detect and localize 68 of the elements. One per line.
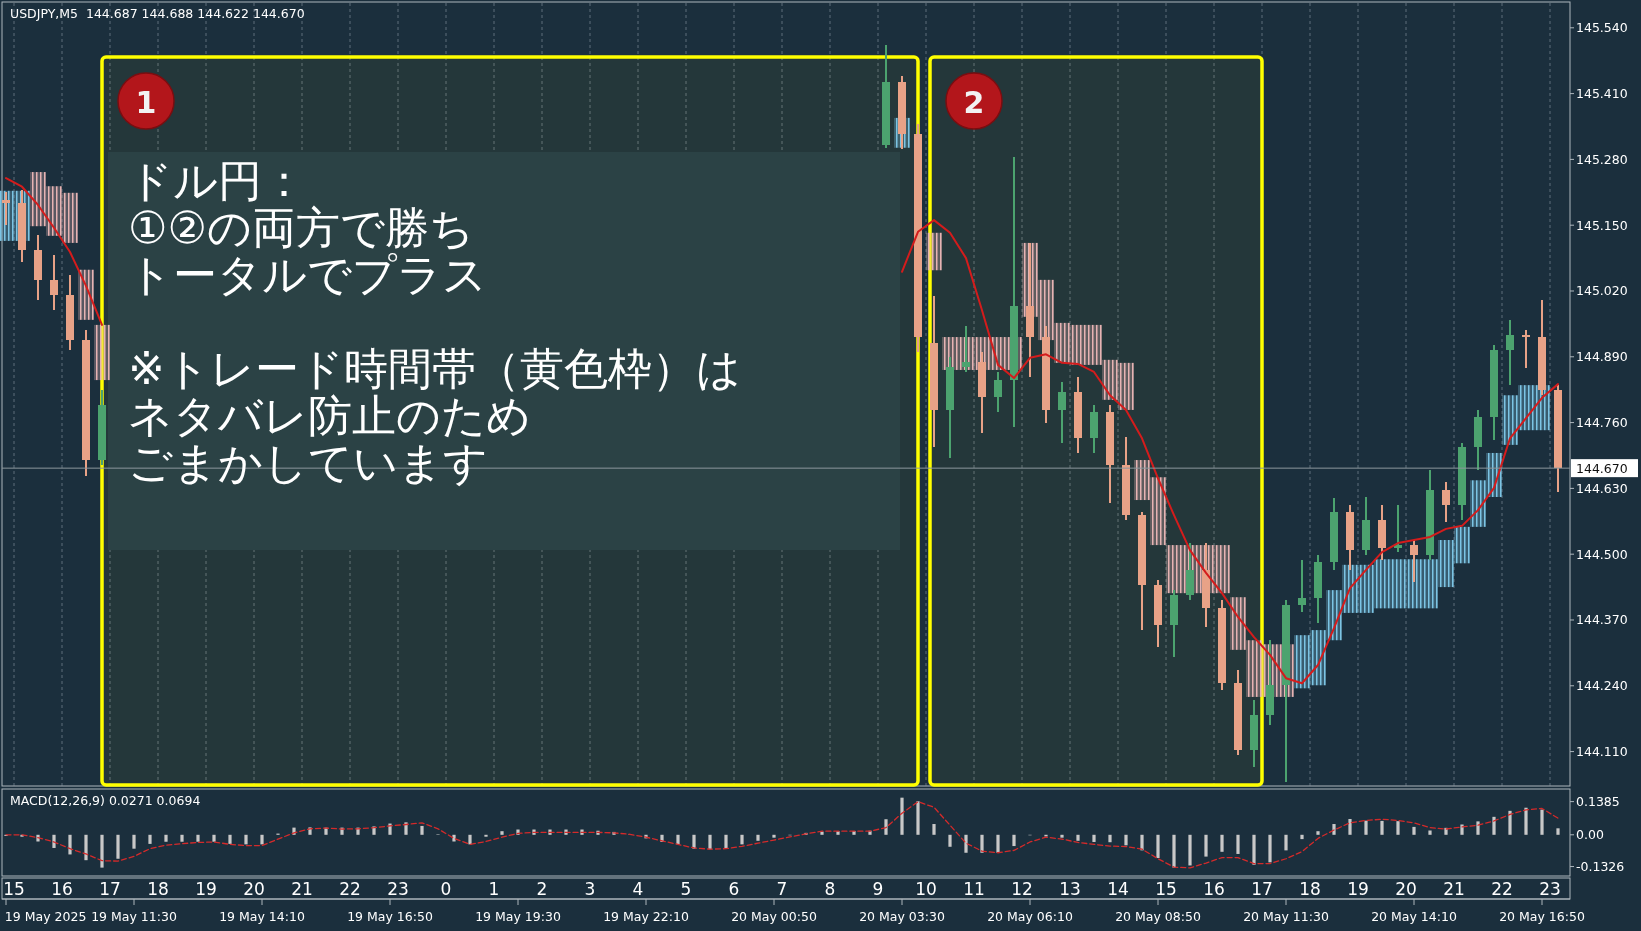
x-tick-label: 21 xyxy=(1443,879,1465,899)
y-tick-label: 144.370 xyxy=(1576,612,1628,628)
y-tick-label: 144.110 xyxy=(1576,744,1628,760)
y-tick-label: -0.1326 xyxy=(1576,859,1625,875)
x-tick-label: 7 xyxy=(776,879,788,899)
y-tick-label: 144.890 xyxy=(1576,349,1628,365)
y-tick-label: 145.020 xyxy=(1576,283,1628,299)
y-tick-label: 144.760 xyxy=(1576,415,1628,431)
x-tick-label: 2 xyxy=(536,879,548,899)
annotation: ごまかしています xyxy=(128,437,488,488)
x-tick-label: 22 xyxy=(1491,879,1513,899)
x-tick-label: 16 xyxy=(51,879,73,899)
ref-line-label: 144.670 xyxy=(1576,460,1628,476)
band-label: 2 xyxy=(963,84,985,120)
x-tick-label: 20 xyxy=(1395,879,1417,899)
x-tick-label: 17 xyxy=(1251,879,1273,899)
x2-tick-label: 20 May 06:10 xyxy=(987,909,1073,924)
y-tick-label: 145.540 xyxy=(1576,20,1628,36)
x-tick-label: 14 xyxy=(1107,879,1129,899)
x-tick-label: 4 xyxy=(632,879,644,899)
y-tick-label: 144.240 xyxy=(1576,678,1628,694)
x-tick-label: 0 xyxy=(440,879,452,899)
x-tick-label: 15 xyxy=(1155,879,1177,899)
y-tick-label: 144.630 xyxy=(1576,480,1628,496)
x-tick-label: 12 xyxy=(1011,879,1033,899)
x-tick-label: 19 xyxy=(1347,879,1369,899)
y-tick-label: 144.500 xyxy=(1576,546,1628,562)
x-tick-label: 16 xyxy=(1203,879,1225,899)
x-tick-label: 9 xyxy=(872,879,884,899)
x-tick-label: 22 xyxy=(339,879,361,899)
x2-tick-label: 20 May 00:50 xyxy=(731,909,817,924)
y-tick-label: 0.00 xyxy=(1576,827,1604,843)
x-tick-label: 13 xyxy=(1059,879,1081,899)
x-tick-label: 23 xyxy=(1539,879,1561,899)
x-tick-label: 18 xyxy=(147,879,169,899)
x-tick-label: 19 xyxy=(195,879,217,899)
x-tick-label: 11 xyxy=(963,879,985,899)
x-tick-label: 15 xyxy=(3,879,25,899)
y-tick-label: 145.150 xyxy=(1576,217,1628,233)
x2-tick-label: 20 May 08:50 xyxy=(1115,909,1201,924)
x2-tick-label: 19 May 22:10 xyxy=(603,909,689,924)
chart-title: MACD(12,26,9) 0.0271 0.0694 xyxy=(10,793,201,808)
x-tick-label: 18 xyxy=(1299,879,1321,899)
x2-tick-label: 19 May 11:30 xyxy=(91,909,177,924)
annotation: ※トレード時間帯（黄色枠）は xyxy=(128,343,741,394)
chart-title: USDJPY,M5 144.687 144.688 144.622 144.670 xyxy=(10,6,305,21)
x2-tick-label: 20 May 11:30 xyxy=(1243,909,1329,924)
x-tick-label: 20 xyxy=(243,879,265,899)
y-tick-label: 0.1385 xyxy=(1576,794,1620,810)
y-tick-label: 145.280 xyxy=(1576,151,1628,167)
x-tick-label: 21 xyxy=(291,879,313,899)
x-tick-label: 23 xyxy=(387,879,409,899)
x2-tick-label: 19 May 19:30 xyxy=(475,909,561,924)
x-tick-label: 8 xyxy=(824,879,836,899)
x-tick-label: 5 xyxy=(680,879,692,899)
x-tick-label: 6 xyxy=(728,879,740,899)
x2-tick-label: 19 May 14:10 xyxy=(219,909,305,924)
x-tick-label: 10 xyxy=(915,879,937,899)
y-tick-label: 145.410 xyxy=(1576,86,1628,102)
x2-tick-label: 20 May 03:30 xyxy=(859,909,945,924)
x-tick-label: 1 xyxy=(488,879,500,899)
x-tick-label: 3 xyxy=(584,879,596,899)
x2-tick-label: 20 May 14:10 xyxy=(1371,909,1457,924)
x2-tick-label: 19 May 16:50 xyxy=(347,909,433,924)
band-label: 1 xyxy=(135,84,157,120)
x2-tick-label: 19 May 2025 xyxy=(4,909,87,924)
x2-tick-label: 20 May 16:50 xyxy=(1499,909,1585,924)
x-tick-label: 17 xyxy=(99,879,121,899)
